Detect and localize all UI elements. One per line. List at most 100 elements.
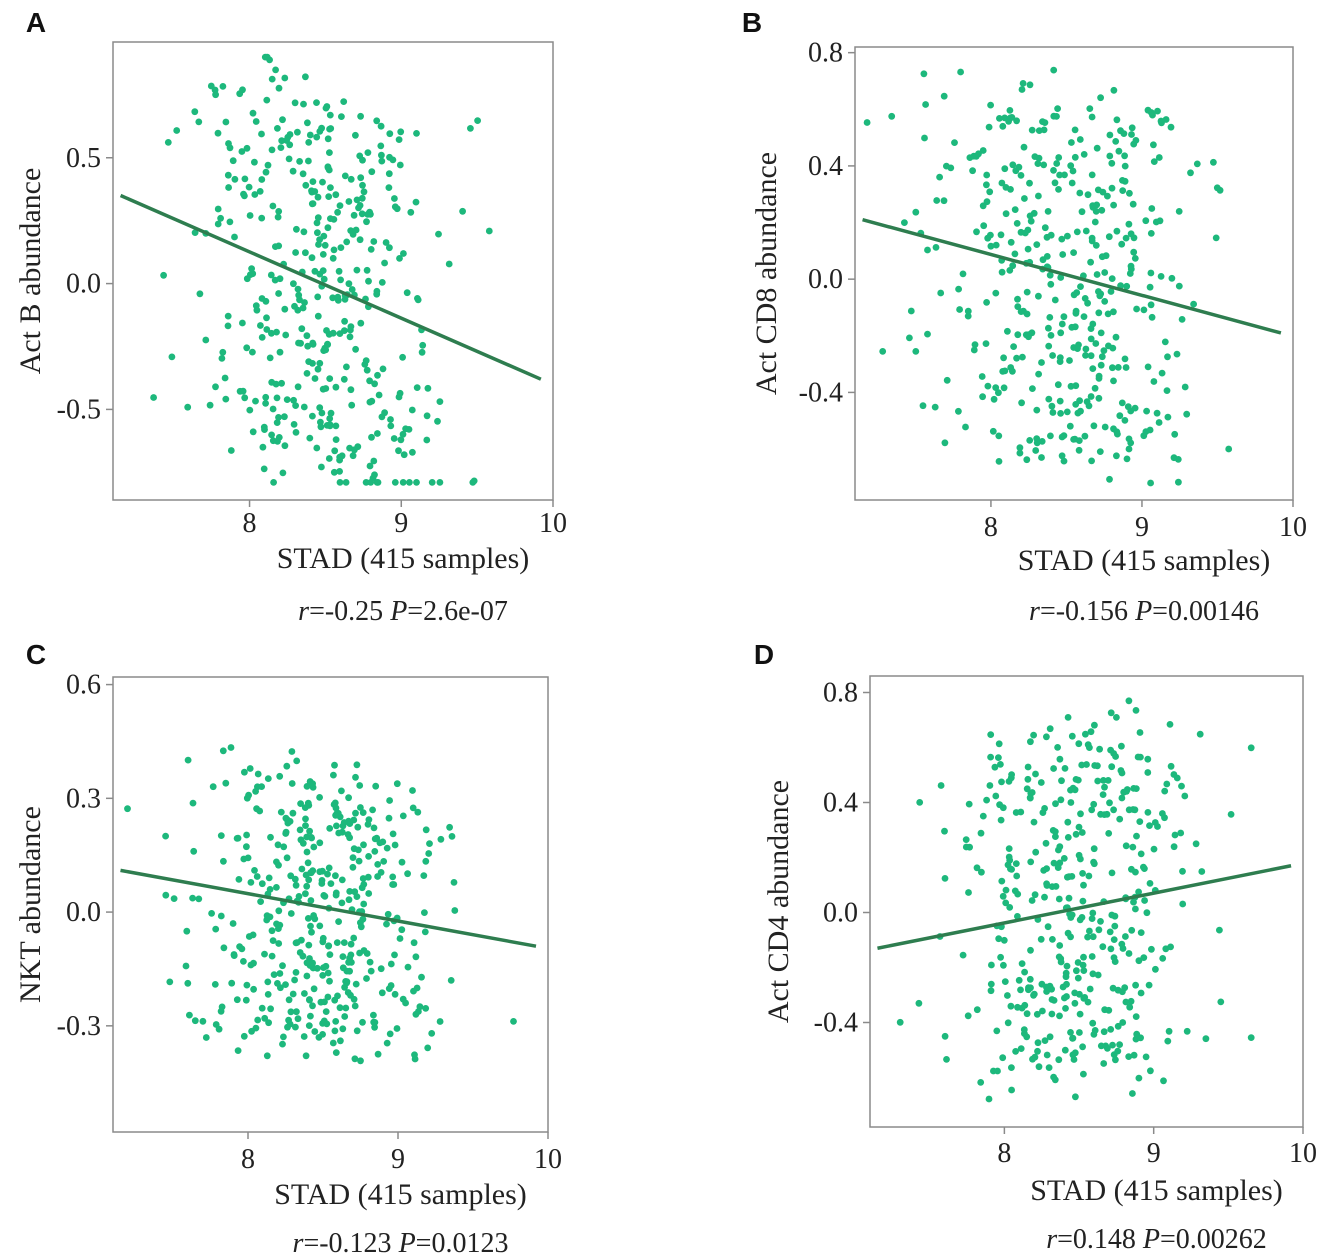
data-point (1055, 154, 1063, 161)
data-point (309, 412, 316, 420)
data-point (1084, 998, 1092, 1006)
data-point (372, 782, 380, 790)
data-point (343, 967, 351, 975)
data-point (300, 1033, 308, 1040)
data-point (1110, 750, 1118, 757)
data-point (330, 771, 337, 779)
data-point (1061, 171, 1068, 179)
data-point (1113, 227, 1121, 235)
data-point (190, 847, 198, 855)
data-point (1035, 292, 1042, 300)
data-point (1147, 479, 1154, 487)
data-point (1133, 832, 1140, 840)
data-point (282, 331, 290, 339)
data-point (358, 194, 366, 202)
data-point (186, 1011, 193, 1019)
data-point (386, 130, 394, 138)
data-point (410, 987, 417, 995)
data-point (1171, 430, 1179, 438)
data-point (437, 835, 445, 843)
data-point (385, 985, 393, 992)
data-point (1107, 709, 1115, 717)
data-point (386, 1030, 394, 1038)
data-point (326, 825, 334, 832)
data-point (320, 964, 327, 971)
data-point (1141, 897, 1148, 904)
data-point (1210, 158, 1217, 166)
data-point (1024, 775, 1032, 783)
data-point (300, 100, 307, 108)
data-point (1128, 926, 1136, 934)
data-point (1095, 288, 1102, 295)
data-point (1140, 306, 1148, 314)
data-point (240, 1032, 248, 1040)
data-point (1035, 370, 1042, 378)
data-point (1040, 126, 1048, 134)
data-point (1173, 774, 1181, 782)
data-point (305, 358, 313, 365)
data-point (1150, 845, 1158, 853)
scatter-points (896, 697, 1255, 1103)
data-point (338, 787, 345, 795)
data-point (937, 289, 945, 297)
data-point (1032, 447, 1040, 454)
data-point (279, 116, 286, 124)
data-point (299, 170, 307, 178)
data-point (396, 255, 403, 262)
data-point (316, 404, 324, 412)
data-point (391, 479, 399, 486)
data-point (1114, 364, 1122, 371)
data-point (275, 861, 282, 869)
data-point (1017, 308, 1025, 315)
data-point (314, 365, 322, 373)
data-point (389, 873, 397, 881)
data-point (1154, 107, 1161, 115)
data-point (1049, 409, 1057, 416)
data-point (1099, 791, 1107, 798)
data-point (371, 848, 379, 855)
data-point (219, 747, 227, 755)
data-point (318, 124, 325, 132)
data-point (418, 973, 425, 981)
data-point (214, 220, 222, 228)
data-point (319, 385, 327, 393)
data-point (1110, 201, 1117, 209)
data-point (302, 822, 309, 829)
data-point (307, 1012, 314, 1020)
data-point (1216, 926, 1223, 934)
data-point (327, 184, 334, 192)
data-point (1132, 905, 1139, 913)
data-point (246, 406, 254, 414)
data-point (256, 807, 264, 815)
data-point (269, 437, 277, 445)
data-point (933, 197, 941, 204)
data-point (266, 886, 274, 893)
data-point (383, 1039, 391, 1047)
panel-d: D 0.8 0.4 0.0 -0.4 8 9 10 Act CD4 abundance STAD … (754, 639, 1317, 1255)
data-point (966, 843, 973, 851)
data-point (1116, 412, 1124, 420)
data-point (389, 830, 397, 838)
data-point (268, 952, 276, 960)
data-point (1026, 212, 1034, 220)
data-point (1079, 961, 1087, 969)
data-point (247, 271, 254, 278)
data-point (1002, 886, 1010, 894)
data-point (384, 910, 392, 918)
data-point (350, 845, 358, 853)
data-point (1082, 730, 1089, 738)
data-point (995, 389, 1002, 397)
data-point (291, 99, 299, 107)
data-point (1094, 777, 1102, 785)
data-point (346, 888, 354, 895)
data-point (1146, 880, 1154, 887)
data-point (420, 872, 428, 879)
data-point (345, 958, 352, 966)
data-point (421, 928, 429, 936)
data-point (282, 981, 289, 988)
data-point (321, 241, 329, 249)
data-point (1001, 978, 1009, 985)
data-point (425, 850, 433, 857)
data-point (1085, 872, 1093, 880)
data-point (943, 162, 950, 170)
